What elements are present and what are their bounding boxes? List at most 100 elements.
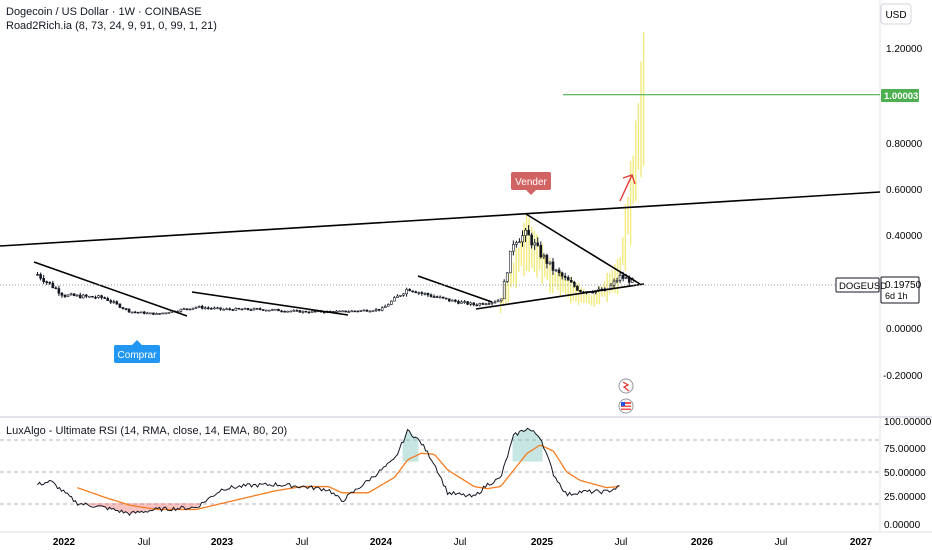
candle-body bbox=[618, 274, 622, 281]
candle-body bbox=[438, 296, 442, 299]
buy-signal-label: Comprar bbox=[118, 350, 158, 361]
candle-body bbox=[60, 292, 64, 296]
us-flag-event-icon[interactable] bbox=[618, 398, 634, 414]
candle-body bbox=[139, 311, 143, 314]
candle-body bbox=[551, 261, 555, 271]
candle-body bbox=[234, 307, 238, 311]
triangle-upper-trendline[interactable] bbox=[525, 213, 641, 285]
candle-body bbox=[353, 310, 357, 313]
symbol-title[interactable]: Dogecoin / US Dollar · 1W · COINBASE bbox=[6, 6, 202, 18]
candle-body bbox=[554, 269, 558, 272]
rsi-indicator-title[interactable]: LuxAlgo - Ultimate RSI (14, RMA, close, … bbox=[6, 425, 288, 437]
candle-body bbox=[91, 295, 94, 298]
trendlines[interactable] bbox=[0, 191, 881, 317]
time-tick: 2022 bbox=[53, 537, 76, 548]
chart-legend[interactable]: Dogecoin / US Dollar · 1W · COINBASE Roa… bbox=[6, 5, 217, 33]
time-tick: Jul bbox=[775, 537, 788, 548]
candle-body bbox=[142, 311, 146, 314]
candle-body bbox=[66, 294, 70, 297]
candle-body bbox=[109, 300, 113, 303]
candle-body bbox=[207, 307, 210, 310]
candle-body bbox=[466, 301, 469, 305]
candle-body bbox=[243, 308, 247, 310]
dividend-event-icon[interactable] bbox=[618, 378, 634, 394]
candle-body bbox=[112, 301, 116, 303]
candle-body bbox=[219, 307, 222, 310]
candle-body bbox=[347, 311, 350, 313]
long-resistance-trendline[interactable] bbox=[0, 191, 881, 247]
candle-body bbox=[566, 277, 570, 281]
candle-body bbox=[493, 301, 497, 304]
buy-signal[interactable]: Comprar bbox=[114, 340, 160, 363]
candle-body bbox=[463, 301, 466, 303]
candle-body bbox=[283, 310, 286, 313]
candle-body bbox=[539, 245, 543, 258]
candle-body bbox=[280, 310, 283, 313]
time-tick: Jul bbox=[296, 537, 309, 548]
candle-body bbox=[579, 289, 582, 293]
candle-body bbox=[81, 294, 85, 299]
candle-body bbox=[307, 311, 311, 314]
candle-body bbox=[88, 295, 91, 298]
candle-body bbox=[42, 278, 45, 282]
down-trendline-2023[interactable] bbox=[191, 291, 349, 316]
currency-button[interactable] bbox=[880, 3, 912, 25]
countdown-label: 6d 1h bbox=[885, 291, 908, 301]
candle-body bbox=[536, 242, 540, 246]
rsi-axis[interactable]: 100.00000 75.00000 50.00000 25.00000 0.0… bbox=[884, 417, 932, 531]
time-tick: 2026 bbox=[691, 537, 714, 548]
candle-body bbox=[261, 309, 265, 311]
candle-body bbox=[390, 300, 393, 305]
candle-body bbox=[152, 312, 155, 315]
candle-body bbox=[496, 300, 500, 303]
candle-body bbox=[621, 274, 625, 279]
candle-body bbox=[475, 304, 479, 307]
candle-body bbox=[228, 308, 231, 311]
rsi-tick: 100.00000 bbox=[884, 417, 932, 428]
candle-body bbox=[460, 301, 463, 304]
candle-body bbox=[521, 235, 524, 243]
candle-body bbox=[615, 279, 619, 282]
candle-body bbox=[237, 307, 241, 310]
candle-body bbox=[54, 287, 58, 290]
candle-body bbox=[451, 299, 454, 302]
candle-body bbox=[371, 310, 375, 313]
price-axis[interactable]: USD 1.20000 0.80000 0.60000 0.40000 0.00… bbox=[835, 3, 923, 382]
candle-body bbox=[429, 294, 433, 297]
candle-body bbox=[335, 310, 338, 313]
indicator-title[interactable]: Road2Rich.ia (8, 73, 24, 9, 91, 0, 99, 1… bbox=[6, 20, 217, 32]
candle-body bbox=[78, 294, 82, 299]
triangle-lower-trendline[interactable] bbox=[475, 283, 645, 310]
candle-body bbox=[380, 307, 384, 311]
sell-signal[interactable]: Vender bbox=[511, 172, 551, 195]
candle-body bbox=[222, 308, 225, 311]
candle-body bbox=[542, 254, 546, 258]
candle-body bbox=[560, 272, 564, 277]
time-axis[interactable]: 2022 Jul 2023 Jul 2024 Jul 2025 Jul 2026… bbox=[53, 537, 873, 548]
candle-body bbox=[51, 282, 55, 289]
candle-body bbox=[240, 308, 244, 311]
candle-body bbox=[557, 269, 561, 274]
candle-body bbox=[563, 275, 567, 278]
rsi-legend[interactable]: LuxAlgo - Ultimate RSI (14, RMA, close, … bbox=[6, 424, 287, 438]
rsi-zone-fills bbox=[76, 428, 543, 514]
candle-body bbox=[216, 307, 219, 310]
candle-body bbox=[304, 310, 308, 313]
candle-body bbox=[383, 305, 387, 308]
candle-body bbox=[399, 295, 402, 297]
candle-body bbox=[573, 281, 576, 287]
candle-body bbox=[545, 254, 549, 264]
candle-body bbox=[197, 305, 201, 308]
candle-body bbox=[252, 308, 256, 311]
candle-body bbox=[118, 303, 122, 308]
price-tick: 0.40000 bbox=[886, 231, 923, 242]
candle-body bbox=[569, 280, 573, 283]
candle-body bbox=[295, 310, 299, 312]
candle-body bbox=[301, 310, 305, 313]
last-price-tag bbox=[880, 276, 920, 304]
down-trendline-2022[interactable] bbox=[33, 261, 188, 317]
candle-body bbox=[36, 274, 39, 276]
down-trendline-2024[interactable] bbox=[417, 275, 493, 303]
upward-arrow-icon[interactable] bbox=[619, 174, 636, 202]
candle-body bbox=[341, 310, 344, 313]
